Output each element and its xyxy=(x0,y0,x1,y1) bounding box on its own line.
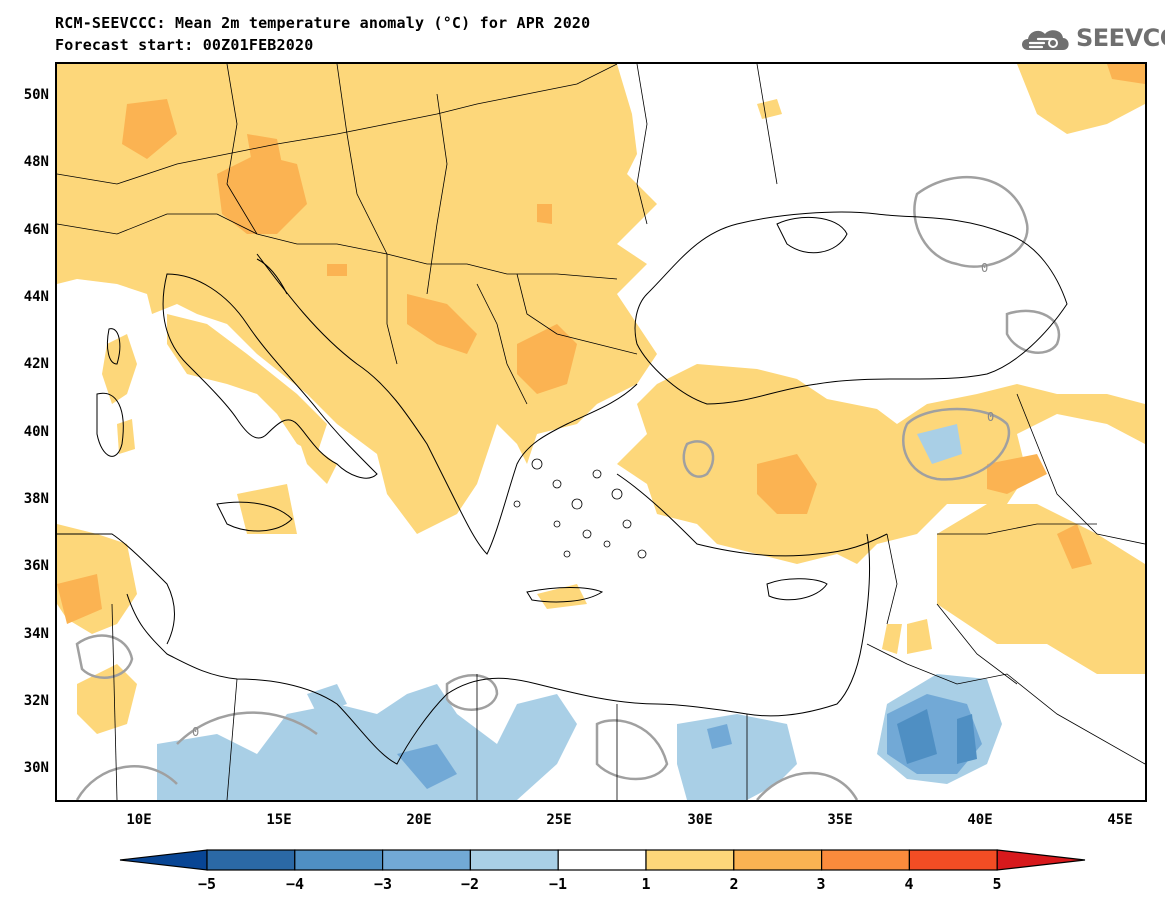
colorbar-label: 5 xyxy=(992,875,1002,893)
cloud-logo-icon xyxy=(1022,30,1069,50)
chart-title: RCM-SEEVCCC: Mean 2m temperature anomaly… xyxy=(55,14,591,32)
colorbar-box xyxy=(206,849,296,871)
lon-label: 35E xyxy=(827,812,853,828)
forecast-start-label: Forecast start: 00Z01FEB2020 xyxy=(55,36,314,54)
seevccc-logo: SEEVCCC xyxy=(1018,22,1165,54)
lat-label: 44N xyxy=(23,289,49,305)
colorbar-arrow-high xyxy=(996,849,1086,871)
lat-label: 42N xyxy=(23,356,49,372)
colorbar-box xyxy=(557,849,647,871)
lon-label: 15E xyxy=(266,812,292,828)
lon-label: 30E xyxy=(687,812,713,828)
lon-label: 45E xyxy=(1107,812,1133,828)
colorbar-box xyxy=(382,849,472,871)
aegean-islands xyxy=(513,458,647,559)
colorbar-box xyxy=(820,849,910,871)
warm-anomaly-2-3 xyxy=(57,64,1145,624)
colorbar-label: 3 xyxy=(816,875,826,893)
lat-label: 32N xyxy=(23,693,49,709)
colorbar-label: −1 xyxy=(548,875,568,893)
cold-anomaly-3-4 xyxy=(897,709,977,764)
lon-label: 10E xyxy=(126,812,152,828)
lat-label: 38N xyxy=(23,491,49,507)
lat-label: 46N xyxy=(23,222,49,238)
colorbar-arrow-low xyxy=(119,849,208,871)
colorbar-label: 4 xyxy=(904,875,914,893)
lon-label: 20E xyxy=(406,812,432,828)
map-area: 0 0 0 xyxy=(55,62,1147,802)
colorbar-label: −3 xyxy=(373,875,393,893)
lat-label: 40N xyxy=(23,424,49,440)
zero-contours xyxy=(75,175,1061,800)
colorbar-box xyxy=(645,849,735,871)
colorbar-label: 2 xyxy=(729,875,739,893)
colorbar-label: −4 xyxy=(285,875,305,893)
contour-label: 0 xyxy=(981,261,988,275)
coastlines xyxy=(57,211,1068,765)
warm-anomaly-1-2 xyxy=(57,64,1145,734)
lon-label: 25E xyxy=(546,812,572,828)
logo-text: SEEVCCC xyxy=(1076,24,1165,52)
colorbar-label: −5 xyxy=(197,875,217,893)
colorbar-label: 1 xyxy=(641,875,651,893)
lon-label: 40E xyxy=(967,812,993,828)
colorbar-box xyxy=(294,849,384,871)
lat-label: 30N xyxy=(23,760,49,776)
lat-label: 36N xyxy=(23,558,49,574)
country-borders xyxy=(57,64,1145,800)
colorbar-box xyxy=(469,849,559,871)
colorbar-box xyxy=(908,849,998,871)
contour-label: 0 xyxy=(987,410,994,424)
colorbar-box xyxy=(733,849,823,871)
lat-label: 34N xyxy=(23,626,49,642)
contour-label: 0 xyxy=(192,725,199,739)
colorbar-label: −2 xyxy=(460,875,480,893)
anomaly-map: 0 0 0 xyxy=(57,64,1145,800)
lat-label: 50N xyxy=(23,87,49,103)
lat-label: 48N xyxy=(23,154,49,170)
